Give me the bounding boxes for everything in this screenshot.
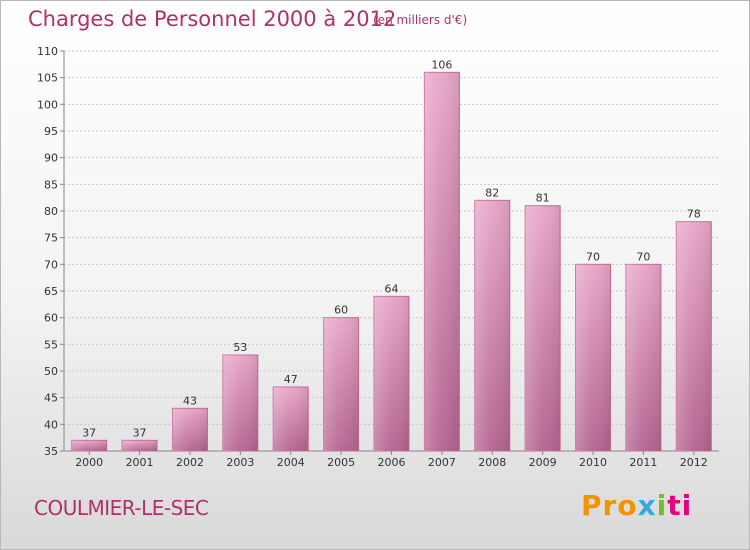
bar-shade [625,264,661,451]
bar-shade [71,440,107,451]
bar-chart: 35 40 45 50 55 60 65 70 75 80 85 90 95 100 105 110 37 20… [37,45,719,469]
x-tick-label: 2010 [579,456,607,469]
city-name: COULMIER-LE-SEC [34,496,209,520]
bar-shade [222,355,258,451]
bar-value-label: 78 [687,208,701,221]
chart-title: Charges de Personnel 2000 à 2012 [28,7,397,31]
y-tick-label: 80 [44,205,58,218]
bar-shade [374,296,409,451]
bar-shade [474,200,510,451]
bar-value-label: 37 [82,426,96,439]
bar-shade [676,221,712,451]
y-tick-label: 50 [44,365,58,378]
bar-value-label: 60 [334,304,348,317]
x-tick-label: 2011 [629,456,657,469]
logo-part-2: x [637,489,657,522]
bar-shade [525,205,561,451]
y-tick-label: 75 [44,232,58,245]
y-tick-label: 105 [37,72,58,85]
y-tick-label: 110 [37,45,58,58]
bar-shade [424,72,460,451]
x-tick-label: 2003 [226,456,254,469]
y-tick-label: 90 [44,152,58,165]
bar-value-label: 64 [385,282,399,295]
y-tick-label: 70 [44,258,58,271]
bar-value-label: 81 [536,192,550,205]
bar-shade [575,264,611,451]
y-tick-label: 95 [44,125,58,138]
bar-value-label: 43 [183,394,197,407]
x-tick-label: 2005 [327,456,355,469]
x-tick-label: 2008 [478,456,506,469]
y-tick-label: 65 [44,285,58,298]
bar-value-label: 70 [586,250,600,263]
bar-value-label: 53 [233,341,247,354]
x-tick-label: 2009 [529,456,557,469]
x-tick-label: 2007 [428,456,456,469]
y-tick-label: 45 [44,392,58,405]
bar-value-label: 82 [485,186,499,199]
y-tick-label: 40 [44,418,58,431]
logo-part-4: ti [667,489,693,522]
y-tick-label: 55 [44,338,58,351]
y-tick-label: 100 [37,98,58,111]
bar-shade [273,387,309,451]
y-tick-label: 35 [44,445,58,458]
bar-value-label: 37 [133,426,147,439]
bar-shade [323,317,359,451]
proxiti-logo: Proxiti [581,489,692,522]
bar-value-label: 106 [431,58,452,71]
bar-shade [122,440,158,451]
x-tick-label: 2002 [176,456,204,469]
x-tick-label: 2000 [75,456,103,469]
x-tick-label: 2001 [126,456,154,469]
x-tick-label: 2012 [680,456,708,469]
x-tick-label: 2004 [277,456,305,469]
bar-shade [172,408,208,451]
y-tick-label: 85 [44,178,58,191]
chart-unit: (en milliers d'€) [373,13,468,27]
bar-value-label: 70 [636,250,650,263]
bar-value-label: 47 [284,373,298,386]
logo-part-1: Pro [581,489,638,522]
y-tick-label: 60 [44,312,58,325]
logo-part-3: i [656,489,668,522]
x-tick-label: 2006 [378,456,406,469]
